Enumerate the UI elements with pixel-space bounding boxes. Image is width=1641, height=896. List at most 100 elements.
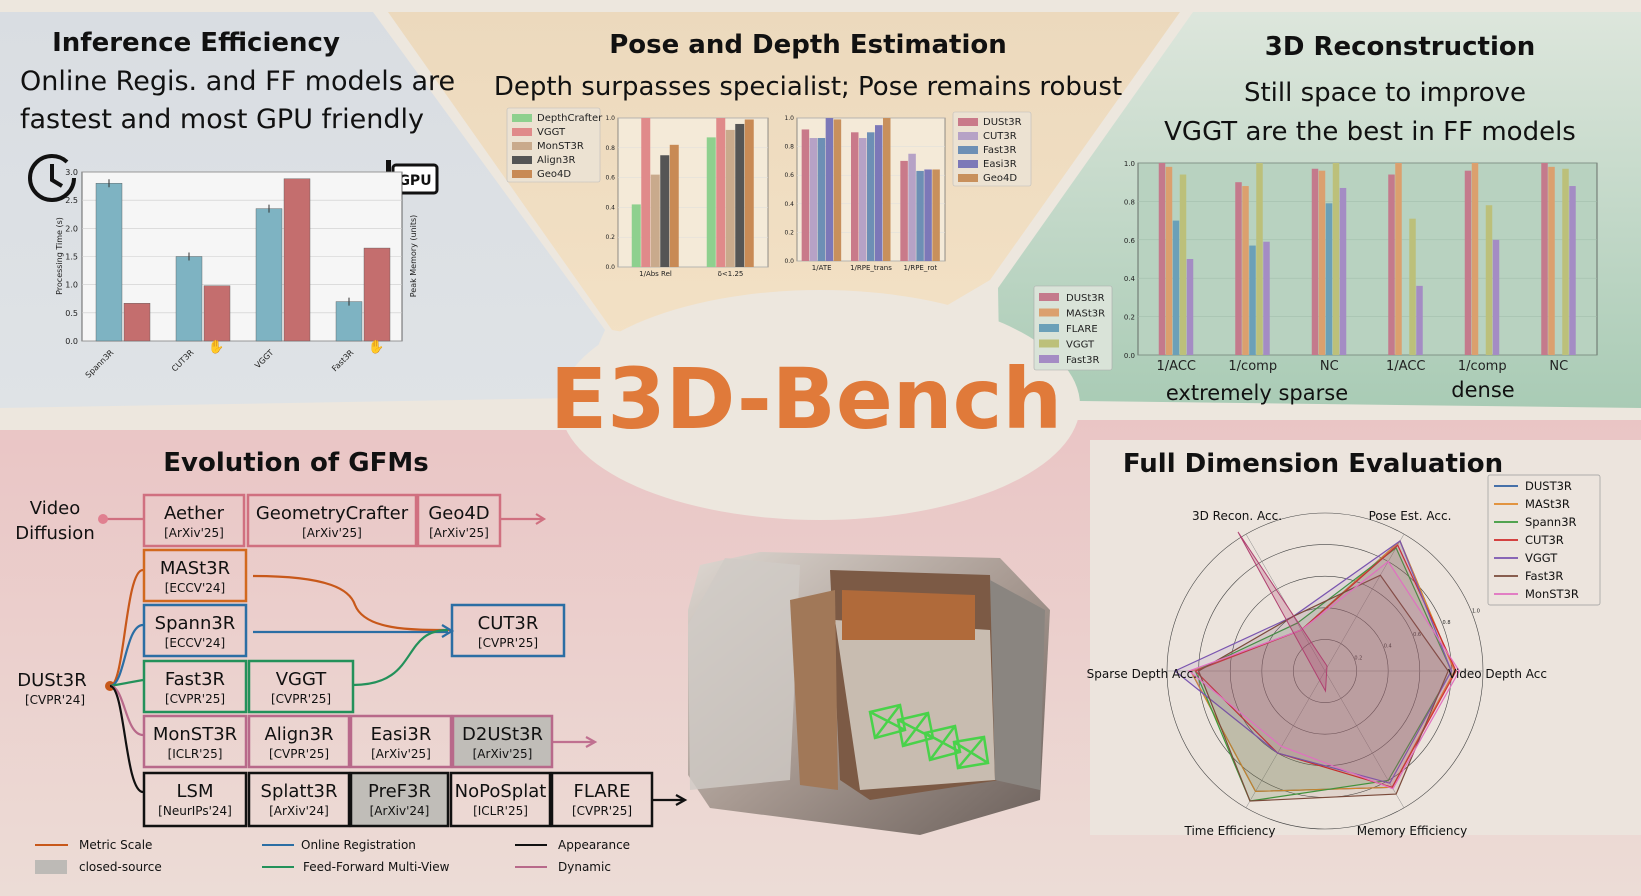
pose-legend-label: Easi3R [983, 159, 1017, 170]
legend-appearance: Appearance [558, 838, 630, 852]
recon-chart: 0.0 0.2 0.4 0.6 0.8 1.0 1/ACC 1/comp NC 1/ACC 1/co… [1033, 160, 1598, 374]
model-box-border [142, 771, 248, 828]
model-name: Geo4D [428, 503, 489, 524]
recon-subtitle-2: VGGT are the best in FF models [1164, 117, 1576, 147]
recon-legend-swatch [1039, 355, 1059, 363]
recon-legend-label: VGGT [1066, 340, 1095, 351]
recon-bar [1158, 163, 1166, 355]
pose-legend-swatch [958, 146, 978, 154]
inference-bar [363, 247, 391, 342]
pose-ytick: 0.8 [605, 145, 615, 152]
model-box-border [550, 771, 654, 828]
pose-legend-swatch [512, 156, 532, 164]
pose-bar [825, 118, 834, 261]
recon-xtick: NC [1320, 359, 1339, 374]
model-name: MASt3R [160, 558, 230, 579]
model-box-splatt3r: Splatt3R [ArXiv'24] [247, 771, 351, 828]
radar-chart: 0.2 0.4 0.6 0.8 1.0 Pose Est. Acc. Video Depth… [1087, 474, 1601, 838]
model-venue: [ECCV'24] [165, 636, 225, 650]
legend-metric-scale: Metric Scale [79, 838, 152, 852]
pose-legend-swatch [512, 128, 532, 136]
pose-bar [817, 138, 826, 261]
hand-icon: ✋ [368, 339, 384, 355]
recon-bar [1311, 168, 1319, 355]
recon-xtick: 1/ACC [1157, 359, 1196, 374]
radar-ring-label: 0.4 [1384, 644, 1392, 650]
model-name: GeometryCrafter [256, 503, 409, 524]
radar-spoke [1324, 670, 1405, 808]
model-box-fast3r: Fast3R [CVPR'25] [142, 659, 248, 714]
model-box-pref3r: PreF3R [ArXiv'24] [349, 771, 450, 828]
radar-ring-label: 0.8 [1443, 620, 1451, 626]
model-box-lsm: LSM [NeurIPs'24] [142, 771, 248, 828]
pose-ytick: 0.4 [605, 204, 615, 211]
radar-axis-label: Memory Efficiency [1357, 824, 1467, 838]
model-box-vggt: VGGT [CVPR'25] [247, 659, 355, 714]
recon-bar [1172, 220, 1180, 355]
model-name: Aether [164, 503, 225, 524]
model-box-aether: Aether [ArXiv'25] [142, 493, 246, 548]
recon-legend-label: MASt3R [1066, 309, 1105, 320]
pose-bar [706, 137, 716, 267]
recon-bar [1242, 186, 1249, 355]
model-venue: [ArXiv'25] [164, 526, 224, 540]
room-reconstruction-image [688, 552, 1050, 835]
pose-ytick: 0.8 [784, 144, 794, 151]
model-box-border [247, 659, 355, 714]
model-box-monst3r: MonST3R [ICLR'25] [142, 714, 248, 769]
pose-xtick: δ<1.25 [718, 270, 744, 278]
pose-legend-swatch [958, 160, 978, 168]
model-name: Splatt3R [261, 781, 338, 802]
model-box-border [349, 714, 453, 769]
model-box-d2ust3r: D2USt3R [ArXiv'25] [451, 714, 554, 769]
model-name: MonST3R [153, 724, 237, 745]
legend-feedforward: Feed-Forward Multi-View [303, 860, 450, 874]
model-name: VGGT [276, 669, 328, 690]
model-venue: [CVPR'25] [165, 692, 225, 706]
model-venue: [ICLR'25] [168, 747, 223, 761]
radar-recon-spike [1237, 531, 1328, 693]
inference-ytick: 2.0 [65, 224, 78, 233]
recon-bar [1464, 170, 1472, 355]
pose-bar [924, 169, 932, 261]
recon-bar [1562, 168, 1569, 355]
pose-legend-label: DUSt3R [983, 117, 1022, 128]
pose-ytick: 1.0 [605, 115, 615, 122]
inference-bar [123, 303, 151, 342]
model-box-easi3r: Easi3R [ArXiv'25] [349, 714, 453, 769]
recon-xtick: 1/comp [1458, 359, 1507, 374]
recon-ytick: 0.6 [1124, 237, 1136, 245]
radar-legend-label: Spann3R [1525, 515, 1577, 529]
recon-group-dense: dense [1451, 378, 1514, 402]
radar-legend-label: VGGT [1525, 551, 1558, 565]
model-box-border [142, 493, 246, 548]
pose-bar [641, 118, 651, 267]
recon-bar [1395, 163, 1402, 355]
model-box-noposplat: NoPoSplat [ICLR'25] [449, 771, 552, 828]
model-venue: [ArXiv'25] [473, 747, 533, 761]
model-box-border [451, 714, 554, 769]
pose-bar [883, 118, 891, 261]
recon-ytick: 0.0 [1124, 352, 1135, 360]
recon-xtick: 1/ACC [1386, 359, 1425, 374]
recon-ytick: 0.8 [1124, 198, 1135, 206]
model-name: NoPoSplat [455, 781, 547, 802]
radar-ring-label: 1.0 [1472, 609, 1480, 615]
recon-bar [1263, 241, 1270, 355]
recon-legend [1033, 285, 1113, 371]
recon-bar [1256, 163, 1263, 355]
pose-legend-label: Geo4D [983, 173, 1017, 184]
recon-bar [1165, 166, 1173, 355]
pose-bar [660, 155, 670, 267]
pose-legend-swatch [958, 132, 978, 140]
inference-bar [283, 178, 311, 342]
recon-legend-swatch [1039, 324, 1059, 332]
pose-bar [735, 123, 745, 268]
model-box-border [142, 659, 248, 714]
inference-bar [335, 301, 363, 342]
radar-axis-label: Video Depth Acc [1448, 667, 1547, 681]
pose-xtick: 1/RPE_trans [850, 264, 892, 272]
legend-dynamic: Dynamic [558, 860, 611, 874]
model-box-border [142, 714, 248, 769]
pose-bar [669, 144, 679, 267]
